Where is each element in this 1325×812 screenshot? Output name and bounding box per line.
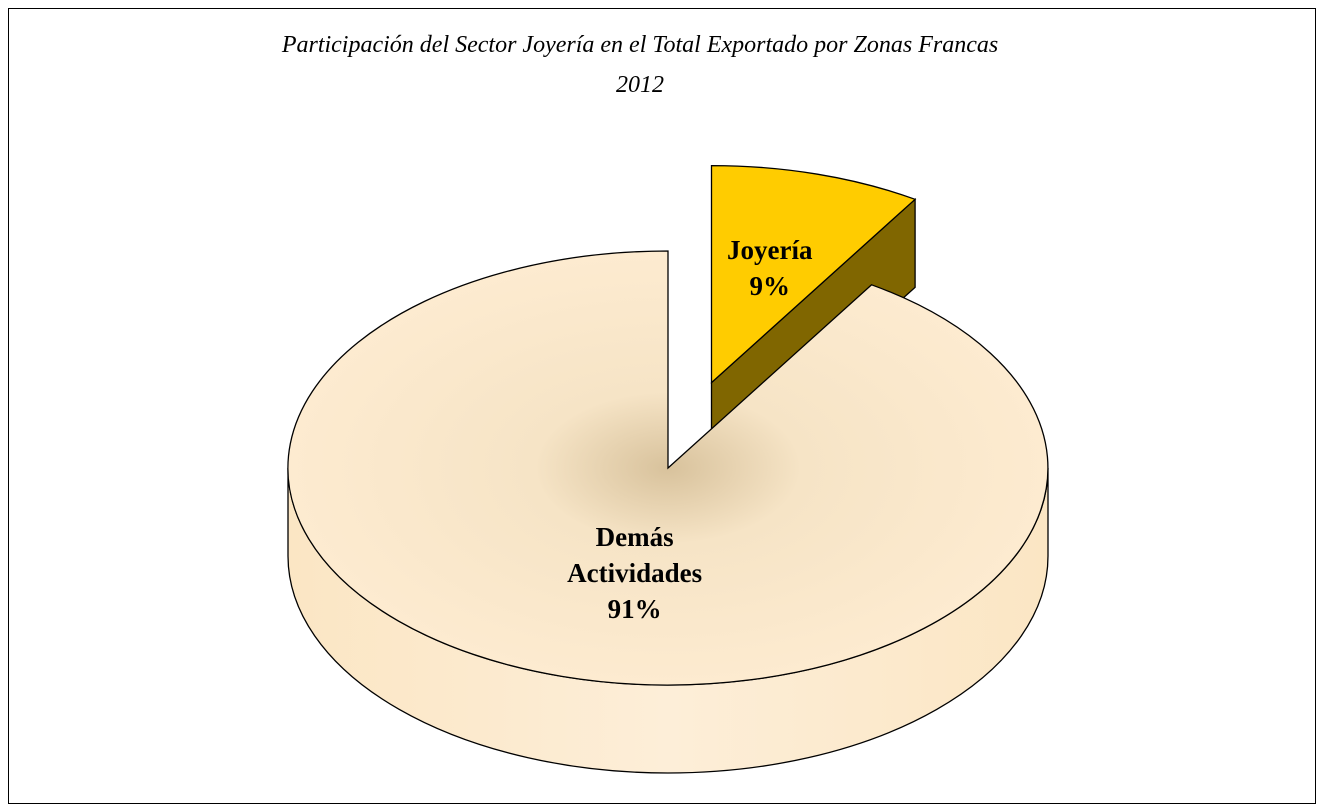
chart-subtitle: 2012 bbox=[616, 72, 664, 98]
chart-title: Participación del Sector Joyería en el T… bbox=[281, 32, 999, 58]
frame bbox=[8, 8, 1316, 804]
data-label: Demás Actividades 91% bbox=[550, 519, 720, 627]
label-value: 9% bbox=[749, 270, 791, 301]
label-category: Joyería bbox=[727, 234, 813, 265]
pie bbox=[287, 164, 1049, 774]
data-label: Joyería 9% bbox=[685, 232, 855, 304]
slice bbox=[287, 250, 1049, 686]
label-value: 91% bbox=[607, 594, 662, 625]
label-category: Demás Actividades bbox=[567, 522, 703, 589]
slice bbox=[710, 164, 917, 385]
